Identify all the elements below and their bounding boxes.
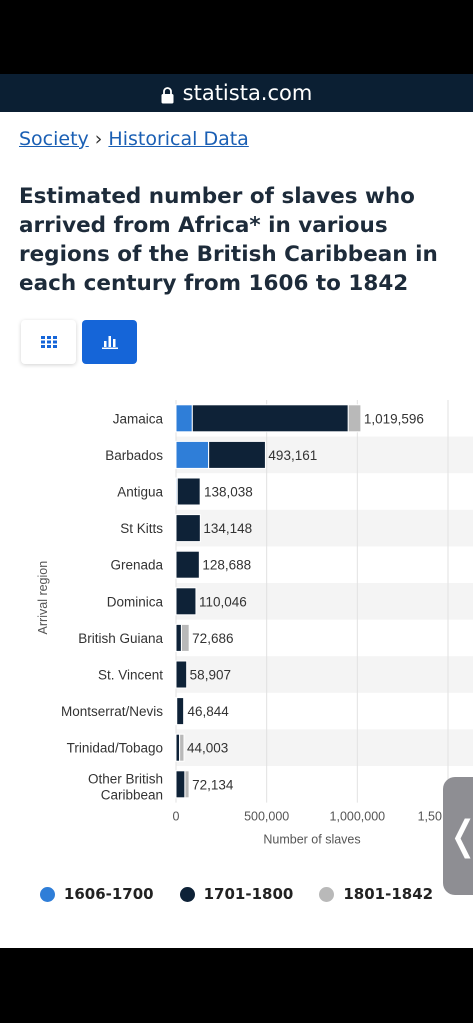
bar-segment xyxy=(175,770,186,799)
bar-segment xyxy=(191,404,349,433)
breadcrumb: Society › Historical Data xyxy=(19,128,249,150)
data-label: 493,161 xyxy=(268,448,317,463)
bar-segment xyxy=(347,404,362,433)
row-band xyxy=(176,583,473,620)
bar-segment xyxy=(175,733,181,762)
category-label: Antigua xyxy=(117,485,163,500)
category-label: Other British xyxy=(88,771,163,786)
bar-segment xyxy=(175,514,201,543)
data-label: 58,907 xyxy=(190,668,231,683)
grid-icon xyxy=(40,336,57,348)
bar-segment xyxy=(176,477,201,506)
bar-chart: 1,019,596 Jamaica 493,161 Barbados 138,038 An… xyxy=(36,400,473,847)
bar-segment xyxy=(184,770,190,799)
row-band xyxy=(176,656,473,693)
chevron-left-icon: ❬ xyxy=(446,813,473,859)
bar-segment xyxy=(179,733,185,762)
bar-segment xyxy=(176,697,185,726)
bar-segment xyxy=(180,623,190,652)
row-band xyxy=(176,729,473,766)
data-label: 134,148 xyxy=(203,521,252,536)
chart-view-button[interactable] xyxy=(82,320,137,364)
table-view-button[interactable] xyxy=(21,320,76,364)
x-tick-label: 0 xyxy=(173,810,180,824)
category-label: Trinidad/Tobago xyxy=(67,741,163,756)
address-bar[interactable]: statista.com xyxy=(0,74,473,112)
category-label: Dominica xyxy=(107,594,164,609)
legend-label: 1606-1700 xyxy=(63,885,154,903)
x-tick-label: 500,000 xyxy=(244,810,289,824)
bar-chart-icon xyxy=(101,336,118,349)
data-label: 110,046 xyxy=(199,594,247,609)
breadcrumb-historical-data-link[interactable]: Historical Data xyxy=(108,128,249,150)
category-label: Barbados xyxy=(105,448,163,463)
url-text: statista.com xyxy=(182,81,313,105)
breadcrumb-society-link[interactable]: Society xyxy=(19,128,89,150)
data-label: 72,134 xyxy=(192,777,234,792)
x-tick-label: 1,000,000 xyxy=(330,810,386,824)
row-band xyxy=(176,509,473,547)
legend-dot xyxy=(179,886,195,902)
legend-item-1606-1700[interactable]: 1606-1700 xyxy=(39,885,154,903)
legend-item-1701-1800[interactable]: 1701-1800 xyxy=(179,885,294,903)
data-label: 72,686 xyxy=(192,631,233,646)
bar-segment xyxy=(175,623,182,652)
x-axis-title: Number of slaves xyxy=(263,833,360,847)
page-content: Society › Historical Data Estimated number… xyxy=(0,112,473,948)
bar-segment xyxy=(175,550,200,579)
data-label: 128,688 xyxy=(202,558,251,573)
category-label: Montserrat/Nevis xyxy=(61,704,163,719)
bar-segment xyxy=(175,587,197,616)
category-label: St. Vincent xyxy=(98,668,163,683)
bar-segment xyxy=(183,697,186,726)
status-bar xyxy=(0,0,473,74)
bar-segment xyxy=(175,404,193,433)
data-label: 46,844 xyxy=(187,704,229,719)
legend-label: 1701-1800 xyxy=(203,885,294,903)
category-label: Caribbean xyxy=(101,787,163,802)
lock-icon xyxy=(161,85,174,103)
bar-segment xyxy=(208,440,266,469)
data-label: 44,003 xyxy=(187,741,228,756)
data-label: 1,019,596 xyxy=(364,411,424,426)
y-axis-title: Arrival region xyxy=(36,561,50,635)
category-label: St Kitts xyxy=(120,521,163,536)
bar-segment xyxy=(199,477,202,506)
data-label: 138,038 xyxy=(204,485,253,500)
legend-dot xyxy=(39,886,55,902)
page-title: Estimated number of slaves who arrived f… xyxy=(19,184,438,296)
category-label: Grenada xyxy=(110,558,163,573)
bottom-bar xyxy=(0,948,473,1023)
bar-segment xyxy=(175,660,188,689)
breadcrumb-separator: › xyxy=(94,128,103,150)
side-panel-tab[interactable]: ❬ xyxy=(443,777,473,895)
category-label: British Guiana xyxy=(78,631,163,646)
legend-item-1801-1842[interactable]: 1801-1842 xyxy=(319,885,433,903)
legend-dot xyxy=(319,886,335,902)
category-label: Jamaica xyxy=(113,411,164,426)
chart-legend: 1606-1700 1701-1800 1801-1842 xyxy=(0,885,473,903)
legend-label: 1801-1842 xyxy=(343,885,434,903)
bar-segment xyxy=(175,440,210,469)
